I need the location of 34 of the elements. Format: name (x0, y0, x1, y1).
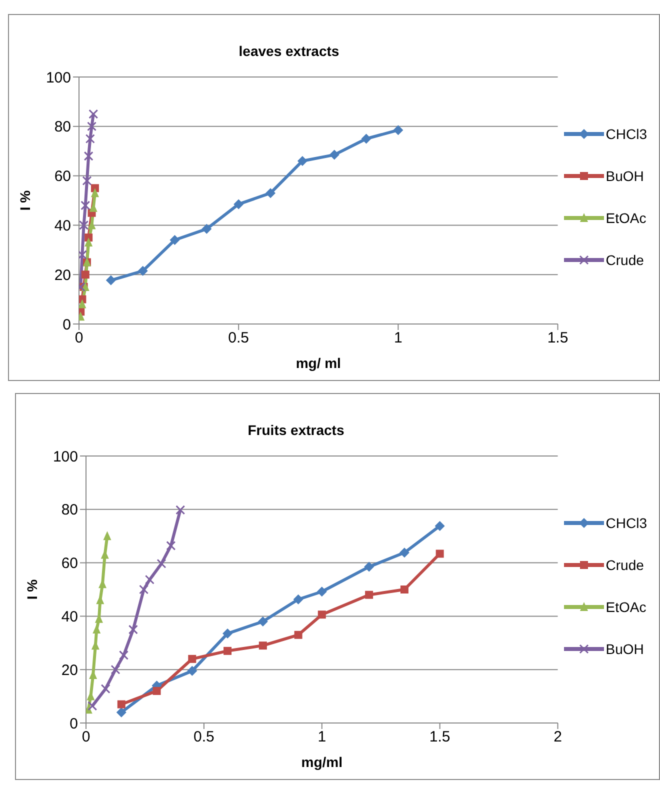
legend-label: Crude (606, 556, 644, 572)
legend-label: EtOAc (606, 598, 646, 614)
chart-title: leaves extracts (238, 43, 340, 59)
legend-label: CHCl3 (606, 514, 647, 530)
x-tick-label: 1.5 (429, 728, 450, 746)
y-tick-label: 40 (54, 218, 71, 235)
legend-label: Crude (606, 252, 644, 268)
y-tick-label: 0 (70, 715, 78, 732)
x-tick-label: 0 (82, 728, 90, 746)
x-tick-label: 1 (318, 728, 326, 746)
y-tick-label: 60 (61, 555, 78, 572)
chart-title: Fruits extracts (246, 422, 346, 438)
x-tick-label: 0.5 (194, 728, 214, 746)
x-tick-label: 2 (554, 728, 562, 746)
y-tick-label: 60 (54, 168, 71, 186)
legend-label: CHCl3 (606, 126, 647, 142)
y-axis-title: I % (24, 578, 40, 600)
y-tick-label: 80 (61, 502, 78, 519)
legend-label: BuOH (606, 168, 644, 184)
y-tick-label: 100 (46, 69, 71, 86)
y-tick-label: 80 (54, 118, 71, 136)
x-tick-label: 1.5 (547, 330, 568, 347)
x-axis-title: mg/ ml (296, 354, 341, 371)
x-tick-label: 0.5 (228, 330, 250, 347)
x-axis-title: mg/ml (301, 754, 342, 770)
y-tick-label: 20 (54, 266, 71, 284)
legend-label: EtOAc (606, 210, 646, 226)
x-tick-label: 1 (394, 330, 402, 347)
y-tick-label: 40 (61, 608, 78, 626)
y-tick-label: 20 (61, 662, 78, 679)
y-axis-title: I % (16, 190, 33, 211)
legend-label: BuOH (606, 640, 644, 656)
y-tick-label: 0 (62, 316, 71, 334)
y-tick-label: 100 (52, 448, 78, 466)
